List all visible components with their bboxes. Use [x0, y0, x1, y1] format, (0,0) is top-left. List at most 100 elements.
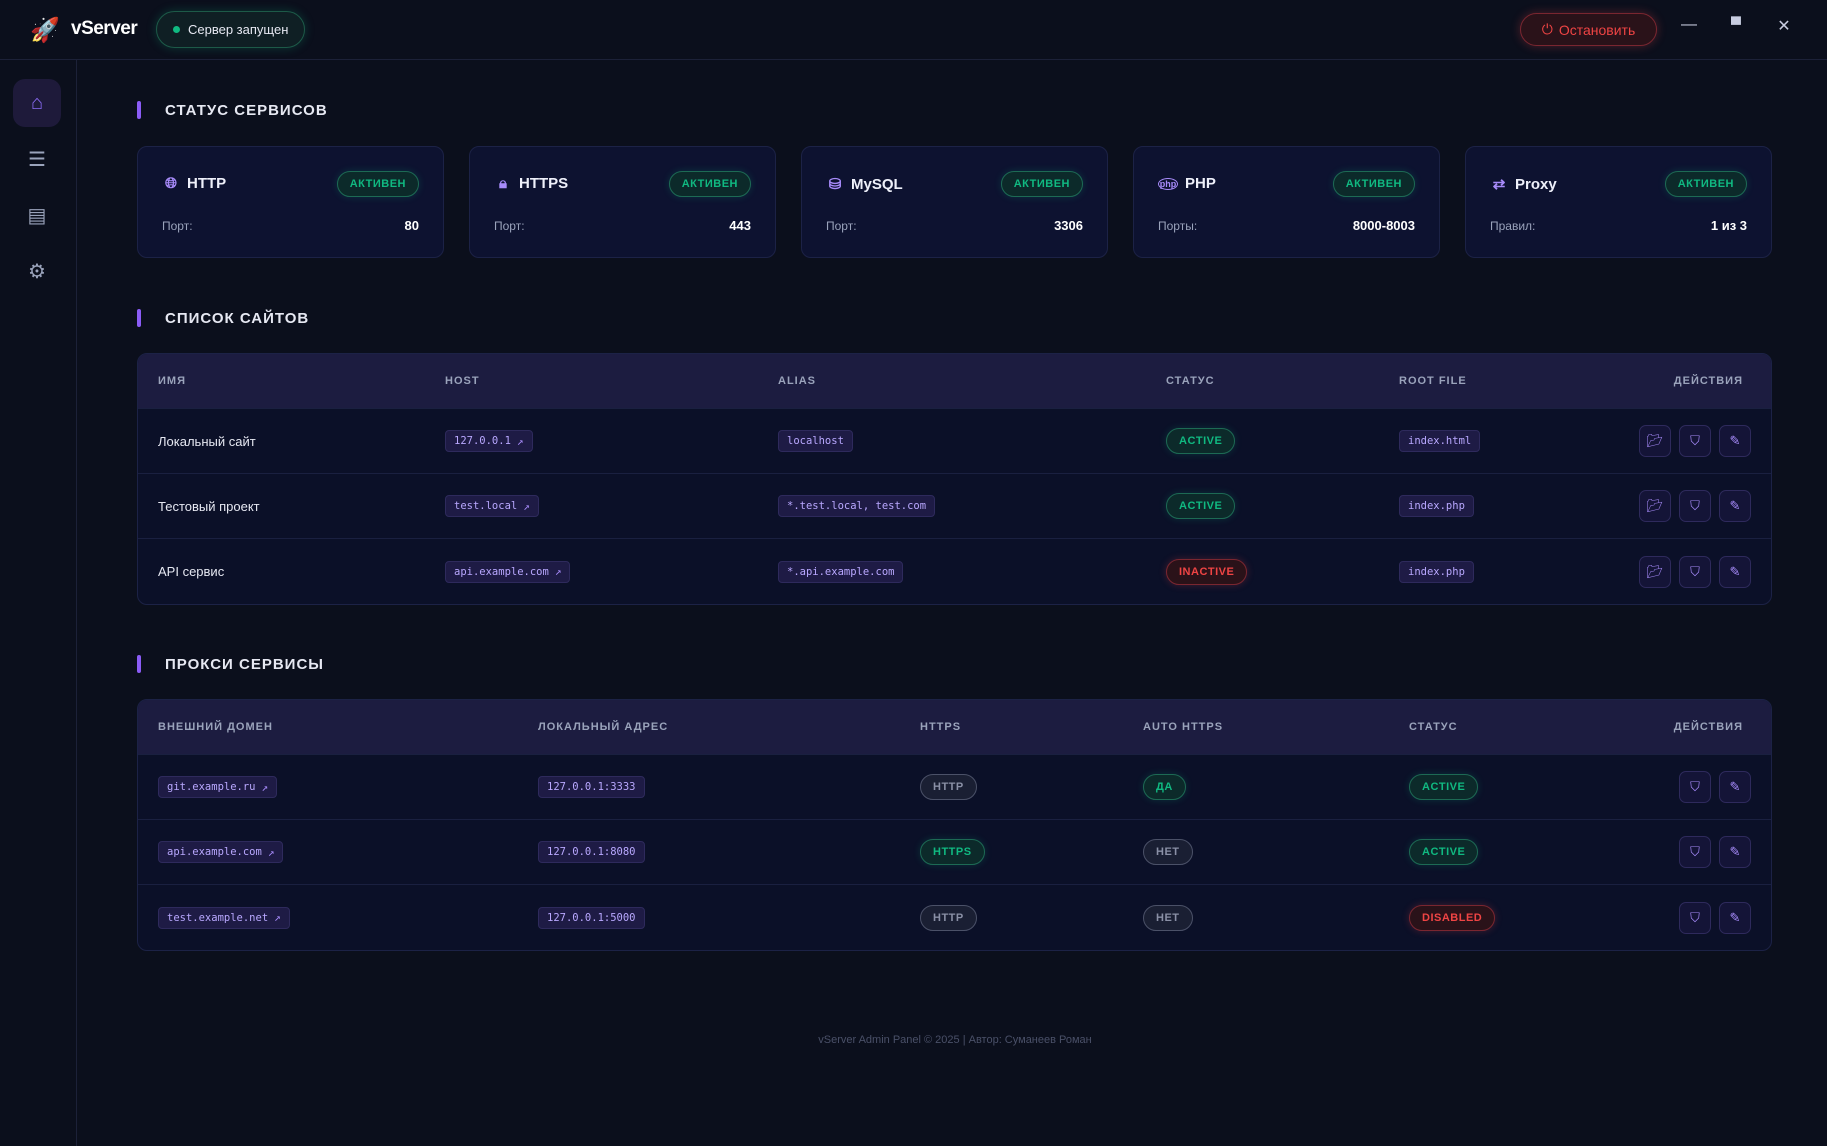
external-link-icon[interactable]: ↗ — [554, 565, 562, 578]
external-link-icon[interactable]: ↗ — [261, 780, 269, 794]
column-header: ДЕЙСТВИЯ — [1673, 721, 1743, 733]
open-folder-button[interactable]: 📂︎ — [1639, 490, 1671, 522]
status-badge: АКТИВЕН — [1000, 171, 1083, 197]
server-status-badge: Сервер запущен — [156, 11, 306, 48]
power-icon: ⏻ — [1541, 21, 1553, 37]
open-folder-button[interactable]: 📂︎ — [1639, 425, 1671, 457]
table-row: Тестовый проект test.local ↗ *.test.local… — [138, 474, 1771, 539]
column-header: AUTO HTTPS — [1143, 721, 1224, 733]
minimize-button[interactable]: — — [1681, 16, 1697, 33]
auto-https-badge: НЕТ — [1143, 839, 1193, 865]
https-badge: HTTP — [920, 774, 977, 800]
column-header: HOST — [445, 375, 480, 387]
service-card-mysql: ⛁ MySQL АКТИВЕН Порт: 3306 — [801, 146, 1108, 258]
sidebar-item-servers[interactable]: ▤ — [13, 191, 61, 239]
open-folder-icon: 📂︎ — [1646, 563, 1664, 579]
host-text: 127.0.0.1 — [454, 435, 511, 447]
column-header: ROOT FILE — [1399, 375, 1467, 387]
proxy-table: ВНЕШНИЙ ДОМЕН ЛОКАЛЬНЫЙ АДРЕС HTTPS AUTO HT… — [137, 699, 1772, 951]
edit-button[interactable]: ✎ — [1719, 901, 1751, 934]
shield-button[interactable]: ⛉ — [1679, 555, 1711, 588]
service-value: 1 из 3 — [1710, 218, 1747, 233]
shield-icon: ⛉ — [1690, 779, 1700, 794]
table-row: test.example.net ↗ 127.0.0.1:5000 HTTP НЕ… — [138, 885, 1771, 950]
sites-table: ИМЯ HOST ALIAS СТАТУС ROOT FILE ДЕЙСТВИЯ Лока… — [137, 353, 1772, 605]
proxy-section-title: ПРОКСИ СЕРВИСЫ — [137, 654, 324, 674]
service-value: 3306 — [1054, 218, 1083, 233]
domain-link[interactable]: test.example.net ↗ — [158, 906, 290, 929]
edit-button[interactable]: ✎ — [1719, 555, 1751, 588]
table-row: git.example.ru ↗ 127.0.0.1:3333 HTTP ДА A… — [138, 755, 1771, 820]
host-link[interactable]: 127.0.0.1 ↗ — [445, 430, 533, 452]
host-link[interactable]: api.example.com ↗ — [445, 560, 571, 583]
site-name: Тестовый проект — [158, 498, 260, 514]
close-button[interactable]: ✕ — [1777, 18, 1791, 35]
root-file-tag: index.php — [1399, 495, 1474, 517]
shield-button[interactable]: ⛉ — [1679, 901, 1711, 934]
service-card-http: 🌐︎ HTTP АКТИВЕН Порт: 80 — [137, 146, 444, 258]
column-header: СТАТУС — [1166, 375, 1215, 387]
sidebar: ⌂ ☰ ▤ ⚙ — [0, 60, 77, 1146]
server-icon: ▤ — [27, 204, 47, 227]
column-header: ВНЕШНИЙ ДОМЕН — [158, 721, 273, 733]
stop-label: Остановить — [1558, 21, 1636, 38]
service-label: Порты: — [1158, 219, 1198, 233]
service-label: Порт: — [826, 219, 857, 233]
sidebar-item-stats[interactable]: ☰ — [13, 135, 61, 183]
row-actions: 📂︎ ⛉ ✎ — [1601, 425, 1751, 457]
chart-icon: ☰ — [28, 148, 46, 171]
maximize-button[interactable]: ▀ — [1731, 16, 1741, 32]
root-file-tag: index.html — [1399, 430, 1481, 452]
edit-button[interactable]: ✎ — [1719, 490, 1751, 522]
shield-icon: ⛉ — [1690, 498, 1700, 513]
sites-section-title: СПИСОК САЙТОВ — [137, 308, 309, 328]
edit-button[interactable]: ✎ — [1719, 771, 1751, 803]
column-header: ЛОКАЛЬНЫЙ АДРЕС — [538, 721, 669, 733]
external-link-icon[interactable]: ↗ — [267, 845, 275, 859]
open-folder-button[interactable]: 📂︎ — [1639, 555, 1671, 588]
footer: vServer Admin Panel © 2025 | Автор: Сума… — [818, 1034, 1092, 1046]
external-link-icon[interactable]: ↗ — [516, 434, 524, 448]
shield-button[interactable]: ⛉ — [1679, 836, 1711, 868]
sidebar-item-settings[interactable]: ⚙ — [13, 247, 61, 295]
shield-icon: ⛉ — [1690, 909, 1700, 925]
column-header: ИМЯ — [158, 375, 186, 387]
host-text: test.local — [454, 500, 518, 512]
shield-icon: ⛉ — [1690, 433, 1700, 448]
status-badge: ACTIVE — [1166, 493, 1236, 519]
php-icon: php — [1158, 177, 1178, 190]
edit-icon: ✎ — [1729, 498, 1741, 513]
table-row: API сервис api.example.com ↗ *.api.exampl… — [138, 539, 1771, 604]
host-link[interactable]: test.local ↗ — [445, 495, 539, 517]
edit-icon: ✎ — [1729, 779, 1741, 794]
external-link-icon[interactable]: ↗ — [523, 499, 530, 513]
external-link-icon[interactable]: ↗ — [274, 911, 281, 924]
auto-https-badge: ДА — [1143, 774, 1186, 800]
local-address-tag: 127.0.0.1:5000 — [538, 906, 645, 929]
status-badge: АКТИВЕН — [1332, 171, 1415, 197]
status-badge: ACTIVE — [1409, 839, 1479, 865]
service-label: Правил: — [1490, 219, 1536, 233]
domain-link[interactable]: git.example.ru ↗ — [158, 776, 278, 798]
domain-link[interactable]: api.example.com ↗ — [158, 841, 284, 863]
row-actions: 📂︎ ⛉ ✎ — [1601, 555, 1751, 588]
edit-button[interactable]: ✎ — [1719, 425, 1751, 457]
stop-server-button[interactable]: ⏻ Остановить — [1520, 13, 1657, 46]
shield-button[interactable]: ⛉ — [1679, 490, 1711, 522]
service-value: 8000-8003 — [1352, 218, 1415, 233]
database-icon: ⛁ — [828, 176, 842, 193]
edit-icon: ✎ — [1729, 909, 1741, 925]
home-icon: ⌂ — [30, 91, 44, 114]
table-header: ИМЯ HOST ALIAS СТАТУС ROOT FILE ДЕЙСТВИЯ — [138, 354, 1771, 409]
column-header: ALIAS — [778, 375, 816, 387]
app-title: vServer — [71, 18, 138, 39]
shield-button[interactable]: ⛉ — [1679, 771, 1711, 803]
lock-icon: 🔒︎ — [499, 175, 507, 192]
sidebar-item-home[interactable]: ⌂ — [13, 79, 61, 127]
site-name: API сервис — [158, 564, 225, 579]
status-badge: АКТИВЕН — [336, 171, 419, 197]
service-card-php: php PHP АКТИВЕН Порты: 8000-8003 — [1133, 146, 1440, 258]
edit-button[interactable]: ✎ — [1719, 836, 1751, 868]
shield-button[interactable]: ⛉ — [1679, 425, 1711, 457]
host-text: api.example.com — [454, 565, 549, 578]
